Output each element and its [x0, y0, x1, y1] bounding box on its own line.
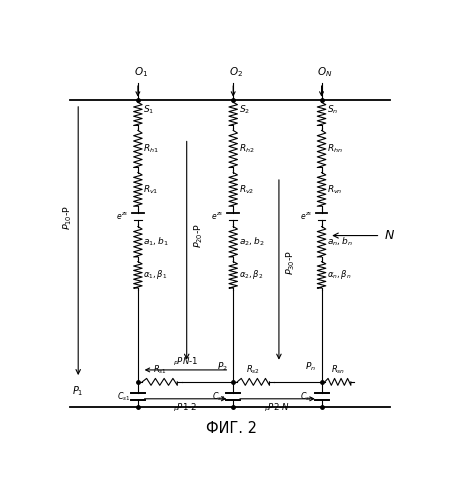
Text: $P_n$: $P_n$ [304, 360, 315, 372]
Text: $e^{zs}$: $e^{zs}$ [211, 210, 223, 222]
Text: $a_1, b_1$: $a_1, b_1$ [143, 236, 169, 248]
Text: $O_1$: $O_1$ [133, 66, 148, 79]
Text: $P_{20}$-P: $P_{20}$-P [192, 222, 204, 248]
Text: $P_{10}$-P: $P_{10}$-P [61, 205, 74, 231]
Text: $e^{zs}$: $e^{zs}$ [299, 210, 312, 222]
Text: $S_n$: $S_n$ [326, 104, 337, 116]
Text: $\alpha_n, \beta_n$: $\alpha_n, \beta_n$ [326, 268, 350, 281]
Text: $e^{zs}$: $e^{zs}$ [116, 210, 128, 222]
Text: $C_{sn}$: $C_{sn}$ [299, 390, 313, 402]
Text: $R_{v2}$: $R_{v2}$ [238, 183, 253, 196]
Text: $_{P}P2\text{-}N$: $_{P}P2\text{-}N$ [264, 401, 290, 413]
Text: $S_2$: $S_2$ [238, 104, 249, 116]
Text: $R_{h2}$: $R_{h2}$ [238, 142, 254, 155]
Text: $R_{hn}$: $R_{hn}$ [326, 142, 342, 155]
Text: $_{P}P1\text{-}2$: $_{P}P1\text{-}2$ [173, 401, 197, 413]
Text: $N$: $N$ [383, 229, 394, 242]
Text: $a_n, b_n$: $a_n, b_n$ [326, 236, 352, 248]
Text: $C_{s1}$: $C_{s1}$ [116, 390, 130, 402]
Text: $P_1$: $P_1$ [72, 384, 84, 398]
Text: $S_1$: $S_1$ [143, 104, 154, 116]
Text: $R_{s1}$: $R_{s1}$ [152, 364, 166, 376]
Text: $P_{30}$-P: $P_{30}$-P [284, 250, 296, 274]
Text: ФИГ. 2: ФИГ. 2 [206, 421, 257, 436]
Text: $a_2, b_2$: $a_2, b_2$ [238, 236, 263, 248]
Text: $\alpha_2, \beta_2$: $\alpha_2, \beta_2$ [238, 268, 262, 281]
Text: $_{P}PN\text{-}1$: $_{P}PN\text{-}1$ [172, 355, 198, 368]
Text: $\alpha_1, \beta_1$: $\alpha_1, \beta_1$ [143, 268, 167, 281]
Text: $O_2$: $O_2$ [229, 66, 243, 79]
Text: $R_{s2}$: $R_{s2}$ [246, 364, 260, 376]
Text: $R_{v1}$: $R_{v1}$ [143, 183, 158, 196]
Text: $R_{h1}$: $R_{h1}$ [143, 142, 159, 155]
Text: $P_2$: $P_2$ [216, 360, 227, 372]
Text: $O_N$: $O_N$ [316, 66, 331, 79]
Text: $R_{sn}$: $R_{sn}$ [330, 364, 344, 376]
Text: $R_{vn}$: $R_{vn}$ [326, 183, 342, 196]
Text: $C_{s2}$: $C_{s2}$ [212, 390, 225, 402]
